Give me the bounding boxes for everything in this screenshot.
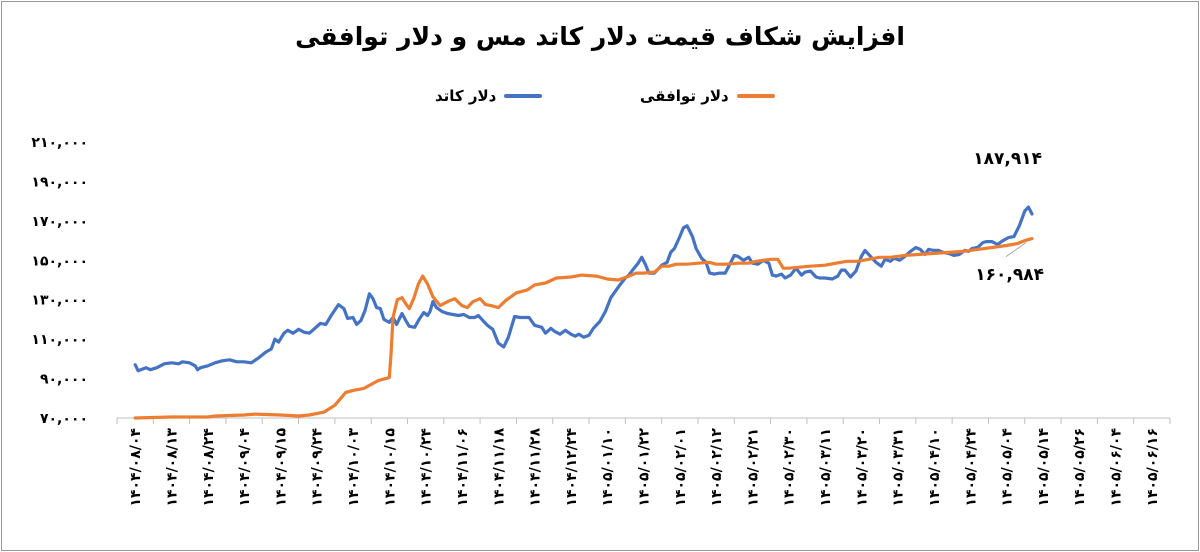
- legend-label-cathode: دلار کاتد: [435, 87, 497, 105]
- y-tick-label: ۱۱۰,۰۰۰: [31, 332, 88, 348]
- x-tick-label: ۱۴۰۴/۱۰/۰۳: [346, 428, 362, 507]
- y-tick-label: ۹۰,۰۰۰: [40, 372, 88, 388]
- x-tick-label: ۱۴۰۵/۰۲/۳۰: [782, 428, 798, 507]
- x-tick-label: ۱۴۰۵/۰۲/۲۱: [745, 428, 761, 507]
- x-tick-label: ۱۴۰۴/۰۹/۰۴: [237, 428, 253, 507]
- x-tick-label: ۱۴۰۵/۰۴/۲۴: [963, 428, 979, 507]
- y-tick-label: ۱۹۰,۰۰۰: [31, 174, 88, 190]
- x-tick-label: ۱۴۰۵/۰۳/۱۱: [818, 428, 834, 507]
- x-tick-label: ۱۴۰۴/۰۸/۲۴: [201, 428, 217, 507]
- x-tick-label: ۱۴۰۴/۱۱/۰۶: [455, 428, 471, 507]
- y-tick-label: ۱۳۰,۰۰۰: [31, 293, 88, 309]
- legend-item-agreed: دلار توافقی: [640, 84, 775, 108]
- end-label-agreed: ۱۶۰,۹۸۴: [975, 265, 1044, 285]
- x-tick-label: ۱۴۰۵/۰۵/۰۴: [1000, 428, 1016, 507]
- x-tick-label: ۱۴۰۵/۰۲/۰۱: [673, 428, 689, 507]
- legend-item-cathode: دلار کاتد: [435, 84, 543, 108]
- x-tick-label: ۱۴۰۵/۰۳/۲۰: [854, 428, 870, 507]
- x-tick-label: ۱۴۰۵/۰۱/۲۲: [637, 428, 653, 507]
- legend-label-agreed: دلار توافقی: [640, 87, 729, 105]
- x-tick-label: ۱۴۰۵/۰۵/۲۶: [1072, 428, 1088, 507]
- y-tick-label: ۷۰,۰۰۰: [40, 411, 88, 427]
- chart-title: افزایش شکاف قیمت دلار کاتد مس و دلار توا…: [295, 22, 905, 51]
- x-tick-label: ۱۴۰۵/۰۱/۱۰: [600, 428, 616, 507]
- x-tick-label: ۱۴۰۵/۰۳/۳۱: [891, 428, 907, 507]
- end-label-cathode: ۱۸۷,۹۱۴: [973, 149, 1042, 169]
- legend-swatch-agreed: [736, 94, 775, 98]
- y-tick-label: ۲۱۰,۰۰۰: [31, 135, 88, 151]
- x-tick-label: ۱۴۰۴/۱۱/۱۸: [491, 428, 507, 507]
- x-tick-label: ۱۴۰۴/۱۱/۲۸: [528, 428, 544, 507]
- x-tick-label: ۱۴۰۴/۱۲/۲۴: [564, 428, 580, 507]
- x-tick-label: ۱۴۰۵/۰۶/۰۴: [1109, 428, 1125, 507]
- series-line-agreed: [133, 237, 1034, 420]
- x-tick-label: ۱۴۰۴/۱۰/۲۴: [419, 428, 435, 507]
- x-tick-label: ۱۴۰۴/۰۹/۱۵: [273, 428, 289, 507]
- x-tick-label: ۱۴۰۵/۰۲/۱۲: [709, 428, 725, 507]
- legend-swatch-cathode: [504, 94, 543, 98]
- x-tick-label: ۱۴۰۵/۰۵/۱۴: [1036, 428, 1052, 507]
- series-line-cathode: [133, 205, 1034, 373]
- x-tick-label: ۱۴۰۴/۰۹/۲۴: [310, 428, 326, 507]
- x-tick-label: ۱۴۰۴/۰۸/۰۴: [128, 428, 144, 507]
- legend: دلار کاتد دلار توافقی: [0, 84, 1200, 108]
- x-tick-label: ۱۴۰۴/۰۸/۱۳: [164, 428, 180, 507]
- y-tick-label: ۱۷۰,۰۰۰: [31, 214, 88, 230]
- x-tick-label: ۱۴۰۴/۱۰/۱۵: [382, 428, 398, 507]
- x-tick-label: ۱۴۰۵/۰۴/۱۰: [927, 428, 943, 507]
- x-tick-label: ۱۴۰۵/۰۶/۱۶: [1145, 428, 1161, 507]
- y-tick-label: ۱۵۰,۰۰۰: [31, 253, 88, 269]
- end-label-leader: [1005, 242, 1027, 258]
